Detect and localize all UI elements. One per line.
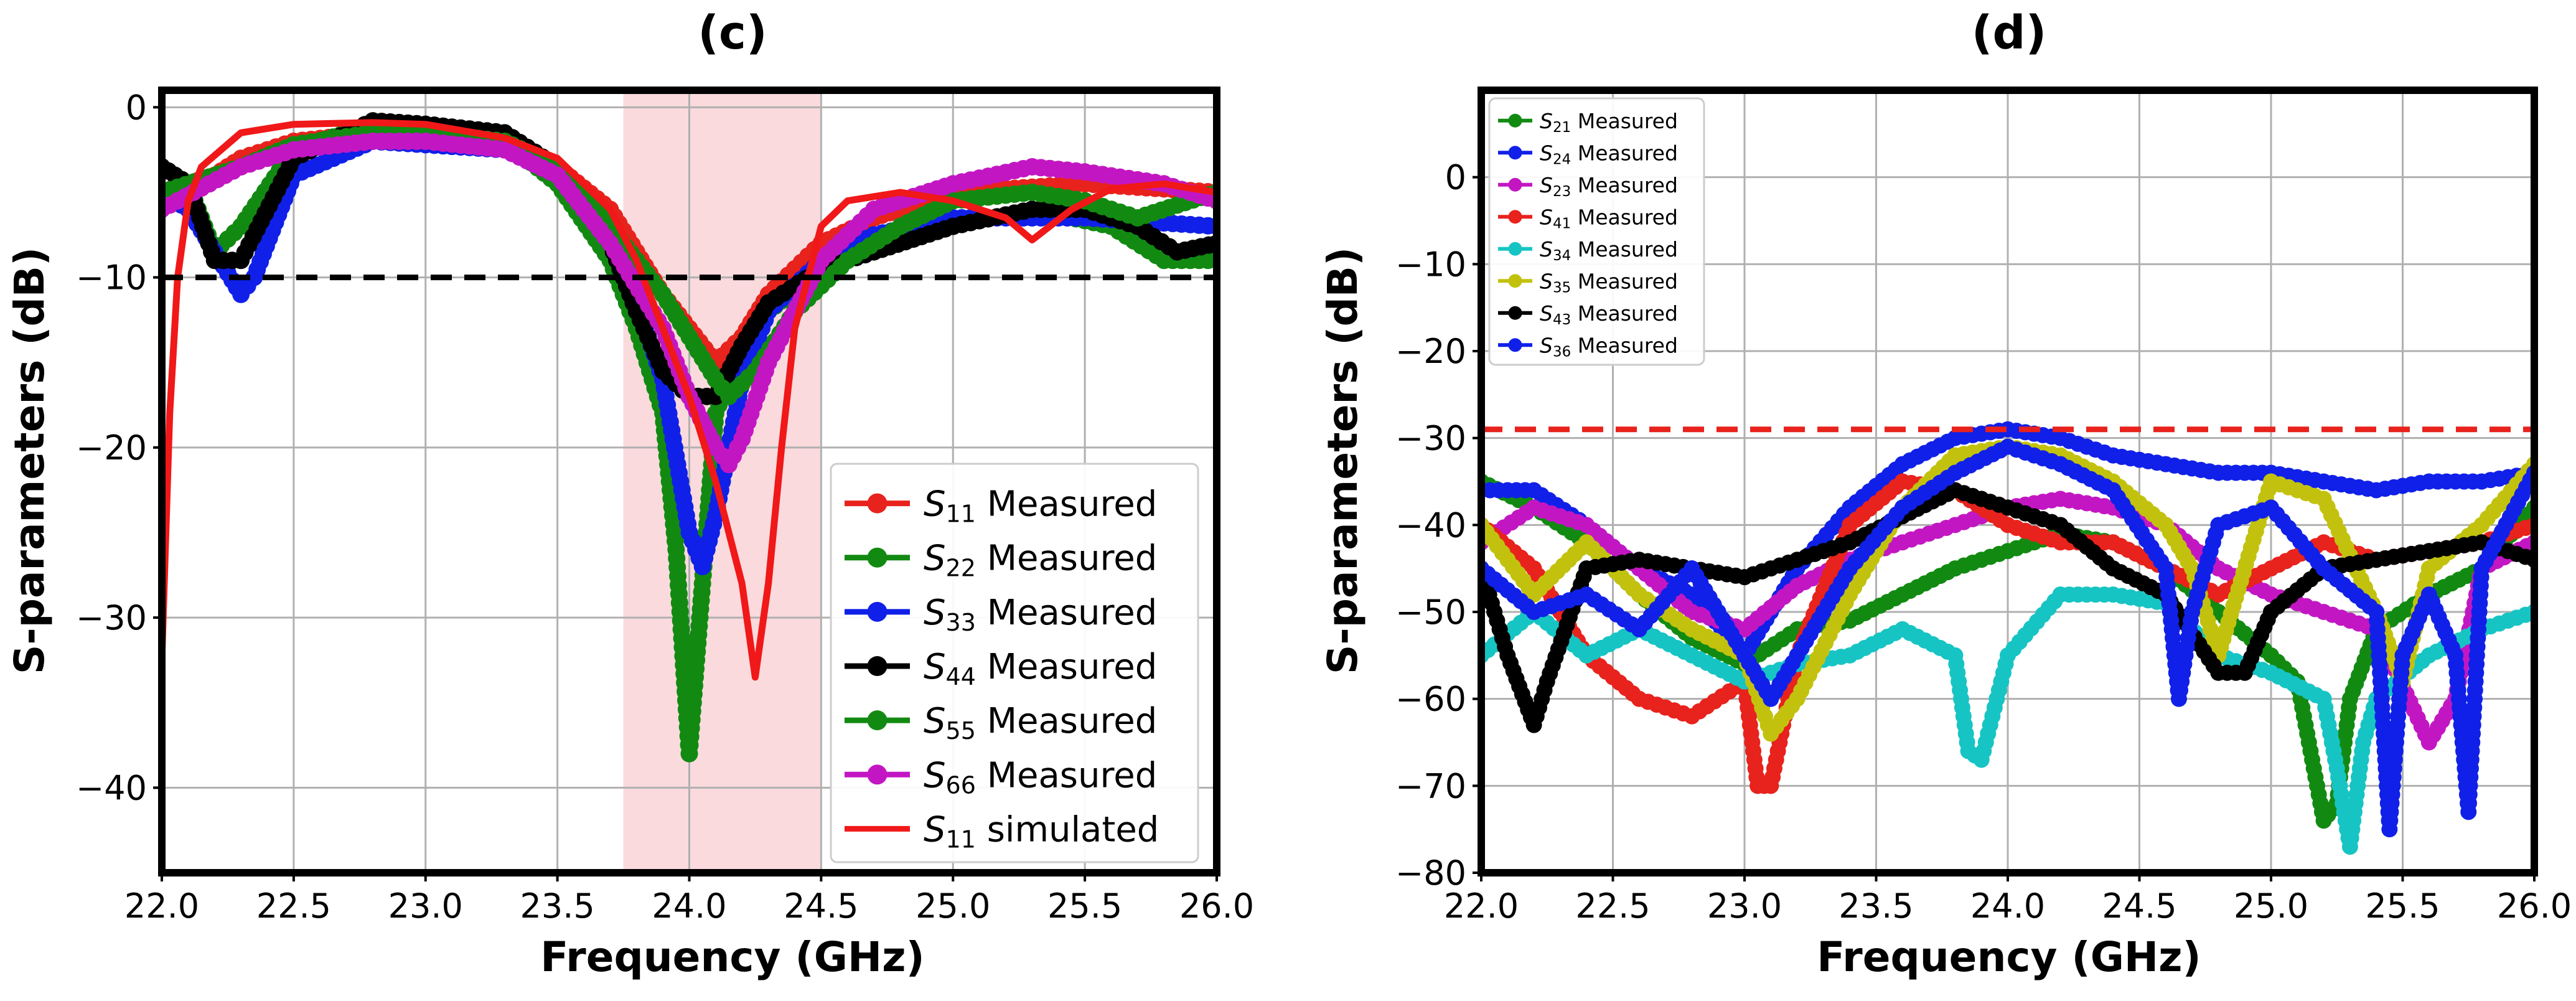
panel-d-xtick-label: 25.5 xyxy=(2365,886,2440,926)
panel-d-legend-label: S23 Measured xyxy=(1540,173,1678,200)
panel-c-xtick-label: 24.0 xyxy=(652,886,726,926)
panel-c-legend-label: S44 Measured xyxy=(924,647,1157,690)
panel-d-legend-label: S43 Measured xyxy=(1540,301,1678,328)
panel-d-ytick-label: −20 xyxy=(1395,332,1466,371)
panel-c-legend-marker xyxy=(867,764,888,785)
panel-c-xtick-label: 23.0 xyxy=(388,886,463,926)
panel-d-legend-label: S24 Measured xyxy=(1540,141,1678,167)
panel-d-xtick-label: 24.0 xyxy=(1970,886,2045,926)
panel-c-frame xyxy=(158,87,1220,876)
panel-d-legend-label: S35 Measured xyxy=(1540,269,1678,296)
panel-c-legend-label: S11 simulated xyxy=(924,809,1159,853)
panel-d-legend-marker xyxy=(1508,113,1522,128)
panel-d-ytick-label: −60 xyxy=(1395,680,1466,719)
panel-d-legend-box xyxy=(1488,97,1705,366)
panel-c-title: (c) xyxy=(698,6,767,60)
panel-c-legend-label: S11 Measured xyxy=(924,484,1157,528)
panel-d-legend: S21 Measured S24 Measured S23 Measured S41 … xyxy=(1488,97,1705,366)
panel-c-legend-label: S33 Measured xyxy=(924,593,1157,636)
panel-d-ytick-label: −30 xyxy=(1395,419,1466,458)
panel-d-plot: 22.0 22.5 23.0 23.5 24.0 24.5 25.0 25.5 26.0 0 −10… xyxy=(1395,87,2572,926)
panel-d-ytick-label: 0 xyxy=(1445,158,1466,197)
panel-c-legend-label: S22 Measured xyxy=(924,538,1157,582)
panel-c-ytick-label: −10 xyxy=(76,258,147,298)
panel-d-legend-marker xyxy=(1508,338,1522,352)
panel-c-series-S11-simulated-line xyxy=(162,119,1217,681)
panel-c-legend-label: S66 Measured xyxy=(924,755,1157,799)
panel-d-xtick-label: 25.0 xyxy=(2234,886,2308,926)
panel-d-legend-marker xyxy=(1508,306,1522,320)
panel-d-xtick-label: 23.5 xyxy=(1838,886,1913,926)
panel-d-ytick-label: −80 xyxy=(1395,853,1466,893)
panel-c-xtick-label: 26.0 xyxy=(1179,886,1254,926)
panel-d-xtick-label: 22.5 xyxy=(1575,886,1650,926)
panel-d-xtick-label: 26.0 xyxy=(2497,886,2572,926)
panel-d-frame xyxy=(1478,87,2538,876)
panel-c-xtick-label: 24.5 xyxy=(784,886,858,926)
panel-c-legend-marker xyxy=(867,710,888,731)
panel-d-legend-label: S41 Measured xyxy=(1540,205,1678,232)
panel-c-xtick-label: 22.5 xyxy=(256,886,331,926)
panel-d-legend-marker xyxy=(1508,242,1522,256)
panel-c-xtick-label: 25.0 xyxy=(916,886,990,926)
panel-c-ytick-label: −40 xyxy=(76,768,147,807)
panel-d-xtick-label: 22.0 xyxy=(1444,886,1519,926)
panel-d-xtick-label: 23.0 xyxy=(1707,886,1782,926)
panel-d-legend-label: S34 Measured xyxy=(1540,237,1678,264)
panel-d-series-group xyxy=(1481,421,2534,855)
panel-c-legend-marker xyxy=(867,656,888,676)
panel-d-ylabel: S-parameters (dB) xyxy=(1319,247,1367,674)
panel-c-ytick-label: −20 xyxy=(76,428,147,468)
panel-d-ytick-label: −10 xyxy=(1395,245,1466,284)
panel-d-xlabel: Frequency (GHz) xyxy=(1817,933,2201,981)
panel-d-ytick-label: −70 xyxy=(1395,766,1466,806)
panel-d-xtick-label: 24.5 xyxy=(2102,886,2176,926)
panel-c-xtick-label: 25.5 xyxy=(1047,886,1122,926)
panel-c-legend-box xyxy=(830,463,1199,863)
panel-c-xtick-label: 22.0 xyxy=(124,886,199,926)
panel-c-ytick-label: 0 xyxy=(126,88,147,127)
panel-c-legend-marker xyxy=(867,547,888,568)
panel-d-legend-label: S21 Measured xyxy=(1540,109,1678,136)
panel-d-legend-marker xyxy=(1508,274,1522,288)
panel-d-legend-label: S36 Measured xyxy=(1540,333,1678,360)
panel-c-ytick-label: −30 xyxy=(76,598,147,637)
panel-d-ytick-label: −40 xyxy=(1395,505,1466,545)
panel-d-legend-marker xyxy=(1508,146,1522,160)
panel-c-series-group xyxy=(162,112,1217,763)
panel-c-legend-marker xyxy=(867,601,888,622)
panel-d-legend-marker xyxy=(1508,210,1522,224)
panel-c-legend-marker xyxy=(867,493,888,514)
panel-c-xtick-label: 23.5 xyxy=(520,886,595,926)
panel-c-ylabel: S-parameters (dB) xyxy=(6,247,54,674)
panel-d-ytick-label: −50 xyxy=(1395,593,1466,632)
panel-c-legend-label: S55 Measured xyxy=(924,701,1157,745)
panel-c-legend: S11 Measured S22 Measured S33 Measured S44 … xyxy=(830,463,1199,863)
panel-d-title: (d) xyxy=(1972,6,2047,60)
panel-c-plot: 22.0 22.5 23.0 23.5 24.0 24.5 25.0 25.5 26.0 0 −10… xyxy=(76,87,1254,926)
panel-d-legend-marker xyxy=(1508,177,1522,192)
panel-c-xlabel: Frequency (GHz) xyxy=(540,933,924,981)
